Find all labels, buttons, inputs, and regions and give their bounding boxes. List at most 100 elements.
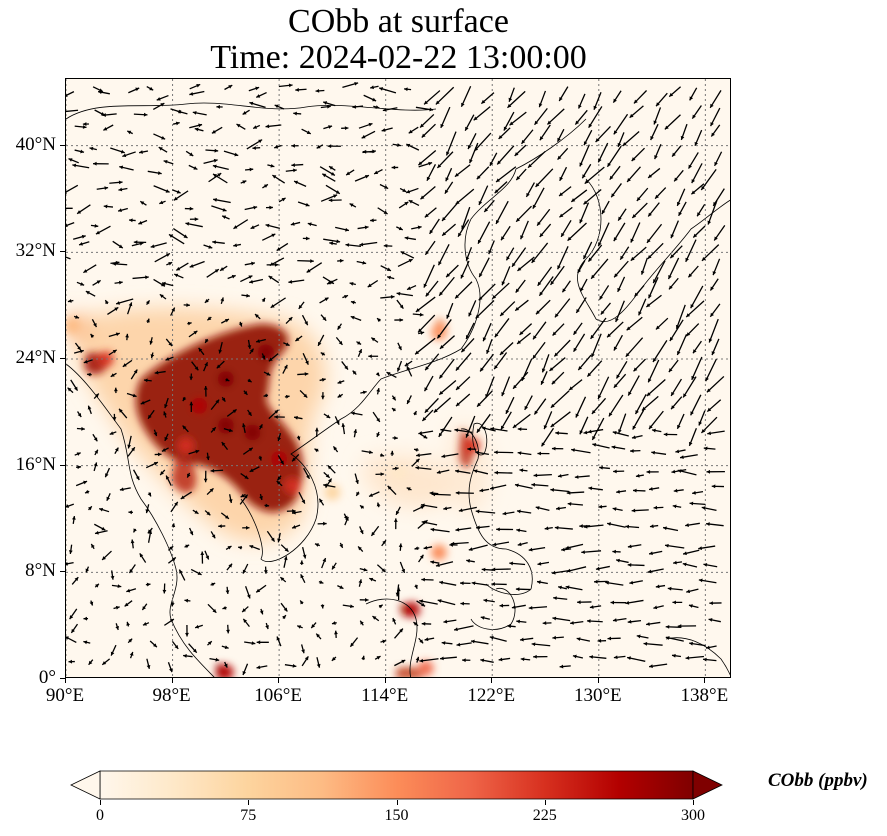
wind-arrow (147, 409, 155, 420)
wind-arrow (249, 278, 264, 284)
wind-arrow (218, 341, 223, 354)
wind-arrow (360, 390, 367, 395)
wind-arrow (706, 469, 725, 474)
wind-arrow (108, 332, 120, 338)
wind-arrow (198, 347, 205, 356)
wind-arrow (668, 86, 682, 98)
wind-arrow (531, 242, 549, 264)
wind-arrow (672, 504, 682, 509)
lon-tick-mark-2 (278, 678, 280, 683)
wind-arrow (688, 604, 699, 609)
wind-arrow (583, 129, 593, 146)
wind-arrow (356, 340, 362, 346)
wind-arrow (714, 151, 723, 167)
wind-arrow (320, 392, 325, 400)
wind-arrow (226, 563, 233, 571)
wind-arrow (671, 145, 682, 158)
wind-arrow (664, 114, 681, 130)
wind-arrow (579, 416, 589, 435)
wind-arrow (167, 662, 173, 673)
wind-arrow (493, 352, 508, 370)
wind-arrow (92, 279, 101, 286)
wind-arrow (439, 580, 457, 586)
wind-arrow (76, 281, 85, 286)
wind-arrow (430, 527, 450, 533)
wind-arrow (672, 560, 683, 565)
wind-arrow (184, 598, 191, 603)
wind-arrow (535, 506, 550, 512)
wind-arrow (424, 353, 440, 371)
wind-arrow (423, 375, 434, 392)
wind-arrow (582, 241, 593, 260)
wind-arrow (152, 102, 165, 110)
wind-arrow (443, 619, 457, 624)
wind-arrow (571, 448, 591, 454)
wind-arrow (172, 228, 188, 239)
wind-arrow (691, 163, 703, 184)
wind-arrow (519, 637, 534, 642)
wind-arrow (203, 158, 218, 165)
wind-arrow (590, 258, 609, 280)
wind-arrow (263, 371, 271, 376)
wind-arrow (626, 166, 641, 183)
wind-arrow (664, 543, 685, 549)
wind-arrow (130, 369, 138, 380)
wind-arrow (165, 338, 173, 347)
wind-arrow (415, 296, 436, 313)
wind-arrow (612, 549, 621, 554)
wind-arrow (470, 639, 489, 645)
wind-arrow (445, 131, 457, 156)
wind-arrow (498, 127, 511, 140)
wind-arrow (465, 322, 475, 340)
wind-arrow (536, 208, 551, 227)
wind-arrow (376, 431, 381, 438)
wind-arrow (183, 303, 190, 307)
wind-arrow (242, 447, 254, 455)
wind-arrow (223, 150, 239, 157)
wind-arrow (498, 657, 511, 662)
wind-arrow (494, 450, 514, 455)
wind-arrow (171, 523, 176, 528)
wind-arrow (119, 487, 131, 492)
wind-arrow (188, 527, 194, 536)
wind-arrow (328, 198, 342, 203)
wind-arrow (550, 411, 571, 428)
wind-arrow (370, 218, 377, 223)
wind-arrow (370, 85, 379, 90)
wind-arrow (306, 262, 323, 273)
wind-arrow (478, 283, 496, 301)
wind-arrow (597, 142, 609, 163)
wind-arrow (710, 124, 721, 137)
wind-arrow (612, 430, 629, 437)
wind-arrow (396, 291, 413, 297)
colorbar-label: CObb (ppbv) (768, 770, 868, 791)
wind-arrow (376, 502, 381, 508)
lat-tick-mark-3 (60, 358, 65, 359)
wind-arrow (652, 260, 666, 284)
wind-arrow (187, 321, 192, 326)
wind-arrow (293, 180, 307, 187)
wind-arrow (663, 432, 678, 437)
wind-arrow (630, 449, 641, 453)
wind-arrow (188, 164, 198, 170)
wind-arrow (315, 88, 325, 93)
wind-arrow (337, 585, 344, 590)
wind-arrow (386, 371, 397, 379)
wind-arrow (323, 471, 331, 479)
wind-arrow (276, 636, 282, 647)
wind-arrow (147, 530, 153, 543)
wind-arrow (88, 505, 93, 511)
wind-arrow (167, 556, 177, 564)
wind-arrow (126, 588, 137, 593)
wind-arrow (352, 370, 357, 375)
wind-arrow (670, 396, 683, 410)
wind-arrow (127, 446, 136, 457)
wind-arrow (145, 504, 150, 514)
wind-arrow (525, 182, 535, 198)
wind-arrow (258, 423, 263, 430)
wind-arrow (90, 223, 99, 228)
wind-arrow (358, 122, 373, 129)
wind-arrow (256, 665, 268, 670)
wind-arrow (350, 300, 356, 305)
wind-arrow (648, 410, 664, 430)
